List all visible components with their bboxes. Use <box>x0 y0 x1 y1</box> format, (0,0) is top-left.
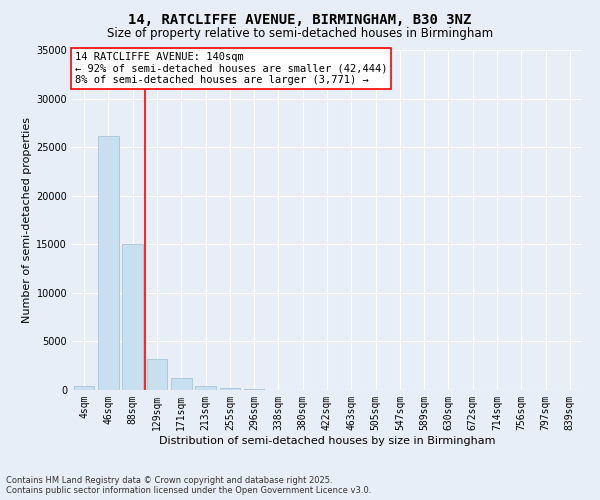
Bar <box>220 388 240 390</box>
Bar <box>195 386 216 390</box>
Text: 14, RATCLIFFE AVENUE, BIRMINGHAM, B30 3NZ: 14, RATCLIFFE AVENUE, BIRMINGHAM, B30 3N… <box>128 12 472 26</box>
Bar <box>171 378 191 390</box>
Text: Contains public sector information licensed under the Open Government Licence v3: Contains public sector information licen… <box>6 486 371 495</box>
Y-axis label: Number of semi-detached properties: Number of semi-detached properties <box>22 117 32 323</box>
Bar <box>244 389 265 390</box>
Bar <box>98 136 119 390</box>
Bar <box>146 359 167 390</box>
Bar <box>122 244 143 390</box>
Text: Size of property relative to semi-detached houses in Birmingham: Size of property relative to semi-detach… <box>107 28 493 40</box>
Text: 14 RATCLIFFE AVENUE: 140sqm
← 92% of semi-detached houses are smaller (42,444)
8: 14 RATCLIFFE AVENUE: 140sqm ← 92% of sem… <box>74 52 387 85</box>
Bar <box>74 386 94 390</box>
X-axis label: Distribution of semi-detached houses by size in Birmingham: Distribution of semi-detached houses by … <box>159 436 495 446</box>
Text: Contains HM Land Registry data © Crown copyright and database right 2025.: Contains HM Land Registry data © Crown c… <box>6 476 332 485</box>
